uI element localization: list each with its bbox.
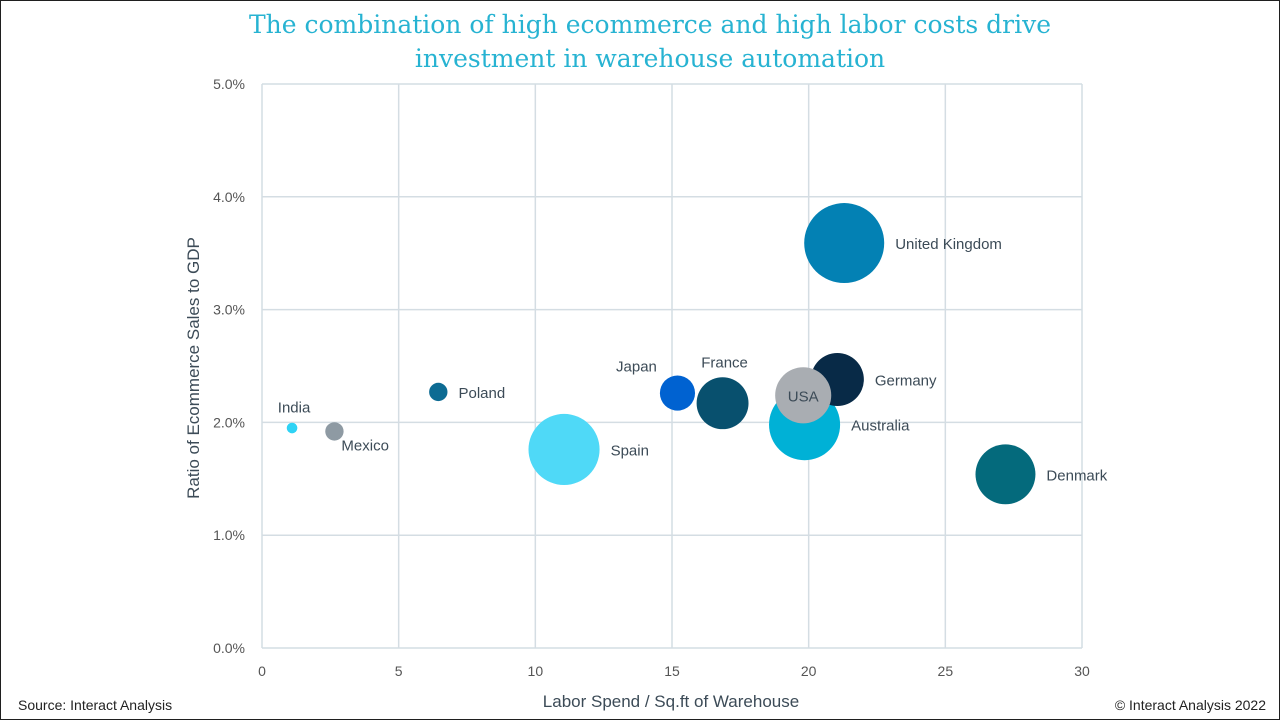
bubble-mexico — [325, 422, 344, 441]
x-axis-tick-labels: 0 5 10 15 20 25 30 — [258, 663, 1090, 679]
bubble-label-france: France — [701, 354, 748, 371]
bubble-france — [696, 377, 749, 430]
bubble-japan — [659, 375, 696, 411]
chart-title: The combination of high ecommerce and hi… — [190, 8, 1110, 76]
bubble-label-australia: Australia — [851, 418, 910, 435]
y-tick-label: 3.0% — [213, 302, 245, 318]
bubble-label-mexico: Mexico — [341, 437, 389, 454]
bubble-labels: India Mexico Poland Spain Japan France Austral… — [278, 236, 1108, 484]
source-note: Source: Interact Analysis — [18, 697, 173, 713]
bubble-denmark — [975, 444, 1036, 505]
bubble-label-denmark: Denmark — [1046, 467, 1107, 484]
x-tick-label: 25 — [938, 663, 954, 679]
x-tick-label: 15 — [664, 663, 680, 679]
chart-title-line-2: investment in warehouse automation — [414, 44, 886, 73]
bubble-label-japan: Japan — [616, 359, 657, 376]
bubble-india — [286, 422, 298, 434]
bubble-poland — [429, 382, 448, 402]
bubble-label-germany: Germany — [875, 373, 937, 390]
y-tick-label: 1.0% — [213, 527, 245, 543]
chart-title-line-1: The combination of high ecommerce and hi… — [248, 10, 1052, 39]
y-tick-label: 5.0% — [213, 76, 245, 92]
bubble-spain — [528, 413, 600, 486]
bubble-united-kingdom — [804, 203, 885, 284]
x-tick-label: 30 — [1074, 663, 1090, 679]
y-axis-label: Ratio of Ecommerce Sales to GDP — [184, 237, 203, 499]
gridlines — [261, 83, 1083, 649]
x-tick-label: 0 — [258, 663, 266, 679]
x-tick-label: 20 — [801, 663, 817, 679]
x-tick-label: 5 — [395, 663, 403, 679]
bubbles — [286, 203, 1036, 505]
y-tick-label: 0.0% — [213, 640, 245, 656]
y-tick-label: 4.0% — [213, 189, 245, 205]
bubble-usa — [775, 367, 832, 424]
y-tick-label: 2.0% — [213, 414, 245, 430]
x-tick-label: 10 — [528, 663, 544, 679]
y-axis-tick-labels: 0.0% 1.0% 2.0% 3.0% 4.0% 5.0% — [213, 76, 245, 656]
bubble-label-usa: USA — [788, 388, 819, 405]
x-axis-label: Labor Spend / Sq.ft of Warehouse — [543, 692, 799, 711]
bubble-label-united-kingdom: United Kingdom — [895, 236, 1002, 253]
copyright-note: © Interact Analysis 2022 — [1114, 697, 1266, 713]
bubble-label-poland: Poland — [458, 385, 505, 402]
bubble-label-india: India — [278, 400, 311, 417]
bubble-label-spain: Spain — [611, 442, 649, 459]
